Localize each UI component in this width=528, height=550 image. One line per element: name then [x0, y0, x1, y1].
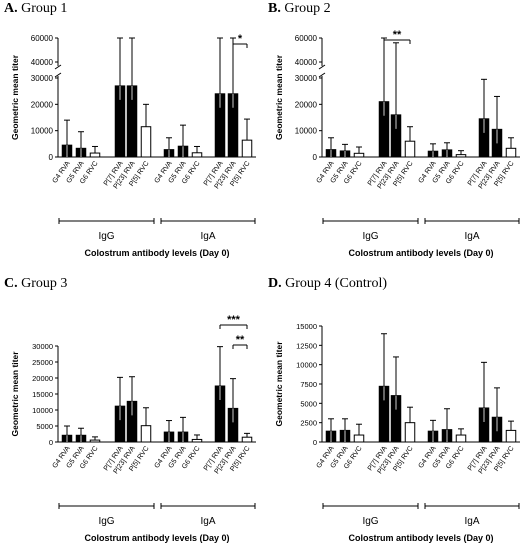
bar	[353, 152, 365, 158]
bar	[455, 434, 467, 443]
y-tick-label: 5000	[36, 422, 53, 431]
bar	[404, 140, 416, 158]
y-axis-label: Geometric mean titer	[10, 54, 20, 140]
bar	[353, 434, 365, 443]
group-label: IgA	[464, 516, 479, 527]
y-tick-label: 15000	[296, 322, 317, 331]
panel-title-text: Group 3	[21, 276, 68, 291]
group-label: IgG	[98, 516, 114, 527]
group-label: IgA	[464, 231, 479, 242]
axis-break-mark	[318, 64, 326, 70]
bar	[191, 438, 203, 443]
bar	[191, 152, 203, 158]
significance-label: *	[238, 33, 243, 45]
y-axis-label: Geometric mean titer	[10, 351, 20, 437]
y-tick-label: 25000	[32, 358, 53, 367]
y-tick-label: 12500	[296, 341, 317, 350]
panel-title-text: Group 1	[21, 1, 68, 16]
bar	[140, 126, 152, 158]
chart-panel-group-1: A. Group 1 0 10000 20000 30000 40000 60000 G4 …	[0, 0, 264, 275]
y-axis-label: Geometric mean titer	[274, 54, 284, 140]
axis-break-mark	[54, 72, 62, 78]
panel-title: B. Group 2	[268, 1, 331, 17]
y-tick-label: 15000	[32, 390, 53, 399]
y-tick-label: 40000	[31, 58, 54, 67]
y-tick-label: 60000	[31, 34, 54, 43]
y-tick-label: 10000	[31, 127, 54, 136]
y-tick-label: 0	[313, 153, 318, 162]
panel-title: C. Group 3	[4, 276, 67, 292]
y-tick-label: 30000	[31, 74, 54, 83]
group-label: IgG	[362, 231, 378, 242]
bar	[89, 152, 101, 158]
bar	[505, 429, 517, 443]
bar	[455, 154, 467, 158]
axis-break-mark	[318, 72, 326, 78]
x-axis-label: Colostrum antibody levels (Day 0)	[84, 248, 229, 258]
significance-label: **	[393, 29, 402, 41]
panel-title: D. Group 4 (Control)	[268, 276, 387, 292]
axis-break-mark	[54, 64, 62, 70]
y-tick-label: 20000	[32, 374, 53, 383]
y-tick-label: 10000	[295, 127, 318, 136]
y-tick-label: 30000	[295, 74, 318, 83]
panel-letter: D.	[268, 276, 282, 291]
y-tick-label: 0	[49, 153, 54, 162]
y-tick-label: 5000	[300, 399, 317, 408]
group-label: IgA	[200, 516, 215, 527]
y-tick-label: 60000	[295, 34, 318, 43]
y-tick-label: 20000	[31, 100, 54, 109]
x-axis-label: Colostrum antibody levels (Day 0)	[348, 248, 493, 258]
group-label: IgG	[98, 231, 114, 242]
group-label: IgG	[362, 516, 378, 527]
chart-panel-group-3: C. Group 3 0 5000 10000 15000 20000 25000 3000…	[0, 275, 264, 550]
y-tick-label: 0	[49, 438, 53, 447]
bar	[241, 139, 253, 158]
panel-letter: A.	[4, 1, 18, 16]
y-tick-label: 10000	[296, 361, 317, 370]
bar	[505, 147, 517, 158]
bar	[404, 422, 416, 443]
bar	[140, 425, 152, 443]
y-tick-label: 2500	[300, 419, 317, 428]
x-axis-label: Colostrum antibody levels (Day 0)	[348, 533, 493, 543]
y-tick-label: 10000	[32, 406, 53, 415]
significance-label: **	[236, 334, 245, 346]
x-axis-label: Colostrum antibody levels (Day 0)	[84, 533, 229, 543]
y-tick-label: 0	[313, 438, 317, 447]
panel-title: A. Group 1	[4, 1, 67, 17]
chart-panel-group-2: B. Group 2 0 10000 20000 30000 40000 60000 G4 …	[264, 0, 528, 275]
chart-panel-group-4: D. Group 4 (Control) 0 2500 5000 7500 10000 1…	[264, 275, 528, 550]
group-label: IgA	[200, 231, 215, 242]
y-tick-label: 7500	[300, 380, 317, 389]
panel-title-text: Group 4 (Control)	[285, 276, 388, 291]
y-tick-label: 40000	[295, 58, 318, 67]
y-tick-label: 20000	[295, 100, 318, 109]
bar	[241, 436, 253, 443]
bar	[89, 439, 101, 443]
panel-letter: B.	[268, 1, 281, 16]
y-axis-label: Geometric mean titer	[274, 341, 284, 427]
panel-title-text: Group 2	[284, 1, 331, 16]
y-tick-label: 30000	[32, 342, 53, 351]
panel-letter: C.	[4, 276, 18, 291]
significance-label: ***	[227, 314, 241, 326]
